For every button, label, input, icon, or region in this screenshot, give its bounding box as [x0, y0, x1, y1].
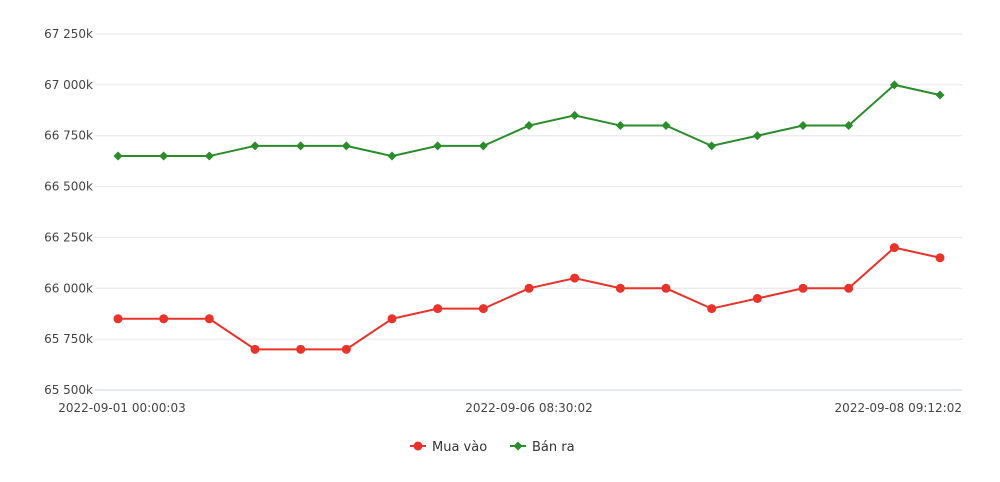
- y-tick-label: 66 500k: [44, 180, 93, 194]
- legend[interactable]: Mua vào Bán ra: [410, 440, 575, 455]
- data-point[interactable]: [935, 90, 945, 100]
- data-point[interactable]: [113, 151, 123, 161]
- data-point[interactable]: [707, 304, 717, 314]
- data-point[interactable]: [433, 304, 443, 314]
- x-tick-label: 2022-09-06 08:30:02: [465, 401, 592, 415]
- legend-marker: [513, 441, 523, 451]
- data-point[interactable]: [250, 141, 260, 151]
- data-point[interactable]: [250, 344, 260, 354]
- data-point[interactable]: [570, 110, 580, 120]
- series-lines: [113, 80, 945, 354]
- series-mua-vao: [113, 243, 945, 354]
- y-axis-ticks: 65 500k 65 750k 66 000k 66 250k 66 500k 66 75…: [44, 27, 93, 397]
- data-point[interactable]: [615, 121, 625, 131]
- data-point[interactable]: [296, 141, 306, 151]
- x-axis-ticks: 2022-09-01 00:00:03 2022-09-06 08:30:02 20…: [58, 401, 962, 415]
- data-point[interactable]: [433, 141, 443, 151]
- data-point[interactable]: [159, 151, 169, 161]
- data-point[interactable]: [204, 314, 214, 324]
- data-point[interactable]: [387, 151, 397, 161]
- legend-marker: [413, 441, 423, 451]
- series-line: [118, 83, 941, 158]
- data-point[interactable]: [844, 121, 854, 131]
- legend-item-mua-vao[interactable]: Mua vào: [410, 440, 487, 455]
- legend-label: Mua vào: [432, 440, 487, 455]
- y-tick-label: 65 500k: [44, 383, 93, 397]
- data-point[interactable]: [661, 283, 671, 293]
- x-tick-label: 2022-09-08 09:12:02: [835, 401, 962, 415]
- data-point[interactable]: [478, 304, 488, 314]
- data-point[interactable]: [889, 243, 899, 253]
- data-point[interactable]: [524, 283, 534, 293]
- data-point[interactable]: [798, 283, 808, 293]
- data-point[interactable]: [889, 80, 899, 90]
- legend-item-ban-ra[interactable]: Bán ra: [510, 440, 575, 455]
- y-tick-label: 66 750k: [44, 129, 93, 143]
- data-point[interactable]: [798, 121, 808, 131]
- data-point[interactable]: [752, 293, 762, 303]
- y-tick-label: 67 000k: [44, 78, 93, 92]
- y-tick-label: 66 000k: [44, 281, 93, 295]
- data-point[interactable]: [707, 141, 717, 151]
- grid-lines: [95, 33, 962, 391]
- data-point[interactable]: [341, 344, 351, 354]
- data-point[interactable]: [615, 283, 625, 293]
- data-point[interactable]: [935, 253, 945, 263]
- data-point[interactable]: [661, 121, 671, 131]
- x-tick-label: 2022-09-01 00:00:03: [58, 401, 185, 415]
- series-ban-ra: [113, 80, 945, 161]
- series-line: [118, 246, 941, 351]
- legend-label: Bán ra: [532, 440, 575, 455]
- data-point[interactable]: [387, 314, 397, 324]
- data-point[interactable]: [204, 151, 214, 161]
- data-point[interactable]: [296, 344, 306, 354]
- data-point[interactable]: [341, 141, 351, 151]
- y-tick-label: 67 250k: [44, 27, 93, 41]
- data-point[interactable]: [524, 121, 534, 131]
- data-point[interactable]: [570, 273, 580, 283]
- data-point[interactable]: [844, 283, 854, 293]
- data-point[interactable]: [159, 314, 169, 324]
- y-tick-label: 65 750k: [44, 332, 93, 346]
- y-tick-label: 66 250k: [44, 230, 93, 244]
- data-point[interactable]: [752, 131, 762, 141]
- data-point[interactable]: [478, 141, 488, 151]
- data-point[interactable]: [113, 314, 123, 324]
